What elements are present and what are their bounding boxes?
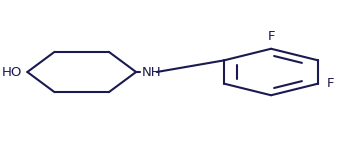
- Text: NH: NH: [141, 66, 161, 78]
- Text: F: F: [267, 30, 275, 44]
- Text: F: F: [327, 77, 335, 90]
- Text: HO: HO: [2, 66, 22, 78]
